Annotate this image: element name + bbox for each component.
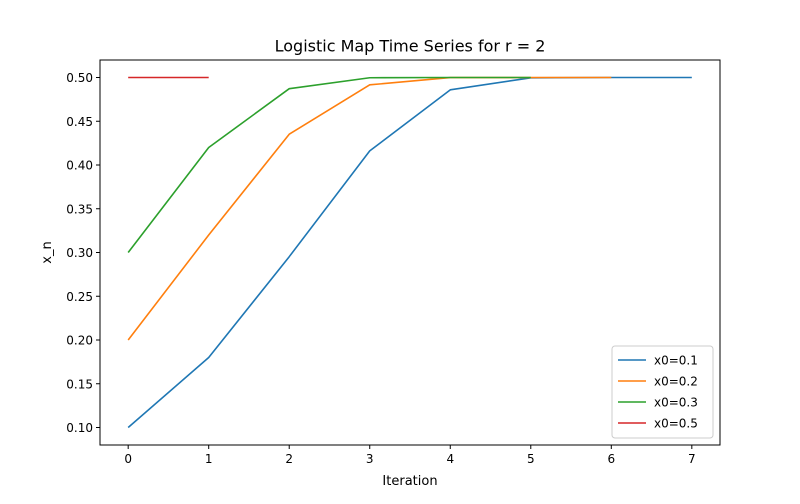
y-tick-label: 0.30: [66, 246, 93, 260]
series-line-1: [127, 76, 612, 341]
x-tick-label: 5: [527, 452, 535, 466]
x-tick-label: 3: [366, 452, 374, 466]
x-tick-label: 2: [285, 452, 293, 466]
x-tick-label: 6: [607, 452, 615, 466]
chart-title: Logistic Map Time Series for r = 2: [275, 37, 546, 56]
legend-label: x0=0.2: [654, 375, 698, 389]
y-tick-label: 0.10: [66, 421, 93, 435]
series-lines: [127, 76, 692, 429]
y-tick-label: 0.25: [66, 290, 93, 304]
y-axis-label: x_n: [40, 241, 55, 263]
x-tick-label: 0: [124, 452, 132, 466]
series-line-0: [127, 76, 692, 429]
legend-label: x0=0.3: [654, 396, 698, 410]
plot-area-frame: [99, 59, 721, 446]
x-tick-label: 4: [446, 452, 454, 466]
y-tick-label: 0.15: [66, 377, 93, 391]
series-line-2: [127, 76, 531, 253]
x-axis-ticks: 0 1 2 3 4 5 6 7: [124, 445, 696, 466]
legend-label: x0=0.5: [654, 417, 698, 431]
legend: x0=0.1 x0=0.2 x0=0.3 x0=0.5: [611, 345, 714, 439]
y-axis-ticks: 0.10 0.15 0.20 0.25 0.30 0.35 0.40 0.45 0.50: [66, 71, 100, 435]
x-axis-label: Iteration: [382, 474, 437, 489]
x-tick-label: 7: [688, 452, 696, 466]
y-tick-label: 0.45: [66, 115, 93, 129]
y-tick-label: 0.35: [66, 202, 93, 216]
y-tick-label: 0.50: [66, 71, 93, 85]
x-tick-label: 1: [205, 452, 213, 466]
y-tick-label: 0.20: [66, 334, 93, 348]
y-tick-label: 0.40: [66, 159, 93, 173]
legend-box: [611, 345, 714, 439]
legend-label: x0=0.1: [654, 354, 698, 368]
